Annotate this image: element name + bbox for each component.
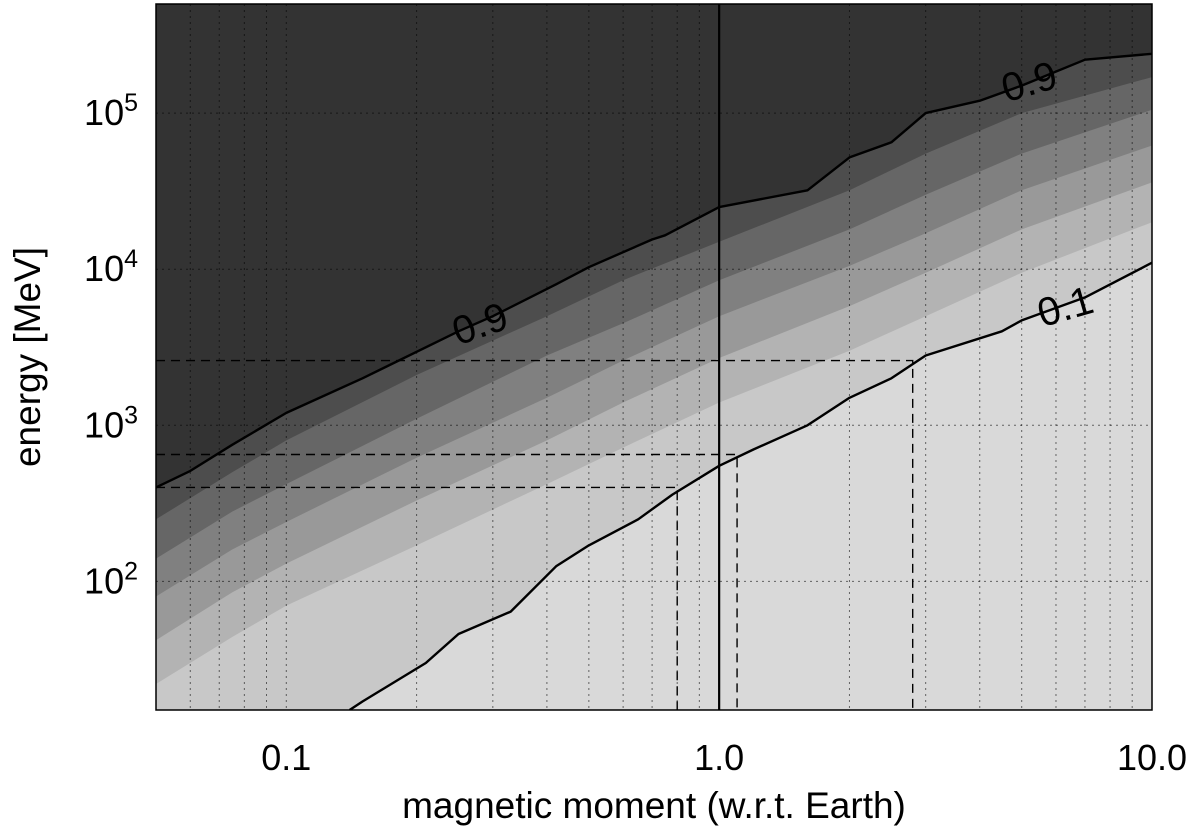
grid-lines xyxy=(156,4,1152,710)
y-axis-title: energy [MeV] xyxy=(7,247,48,467)
y-tick-label: 103 xyxy=(84,401,138,445)
contour-lines xyxy=(156,52,1152,710)
contour-fills xyxy=(156,53,1152,710)
guide-lines xyxy=(156,4,914,710)
guide-line xyxy=(156,359,914,710)
y-tick-label: 104 xyxy=(84,245,138,289)
x-tick-label: 10.0 xyxy=(1117,737,1187,778)
x-axis-title: magnetic moment (w.r.t. Earth) xyxy=(402,785,906,826)
x-tick-label: 0.1 xyxy=(261,737,311,778)
contour-line-0-1 xyxy=(348,261,1152,710)
y-tick-label: 105 xyxy=(84,89,138,133)
x-tick-label: 1.0 xyxy=(694,737,744,778)
y-tick-labels: 102 103 104 105 xyxy=(84,89,138,601)
contour-line-0-9 xyxy=(156,52,1152,489)
guide-line xyxy=(156,486,678,710)
contour-band-0-1 xyxy=(156,262,1152,710)
guide-line xyxy=(156,453,738,710)
y-tick-label: 102 xyxy=(84,557,138,601)
plot-frame xyxy=(155,3,1153,711)
x-tick-labels: 0.1 1.0 10.0 xyxy=(261,737,1187,778)
